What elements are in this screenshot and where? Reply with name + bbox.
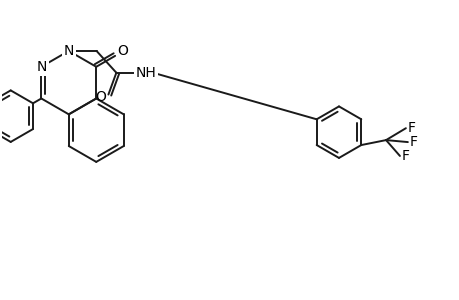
Text: O: O bbox=[117, 44, 128, 58]
Text: F: F bbox=[409, 135, 417, 149]
Text: N: N bbox=[36, 60, 46, 74]
Text: O: O bbox=[95, 89, 106, 103]
Text: NH: NH bbox=[135, 66, 156, 80]
Text: F: F bbox=[401, 149, 409, 163]
Text: N: N bbox=[63, 44, 74, 58]
Text: F: F bbox=[407, 121, 415, 135]
